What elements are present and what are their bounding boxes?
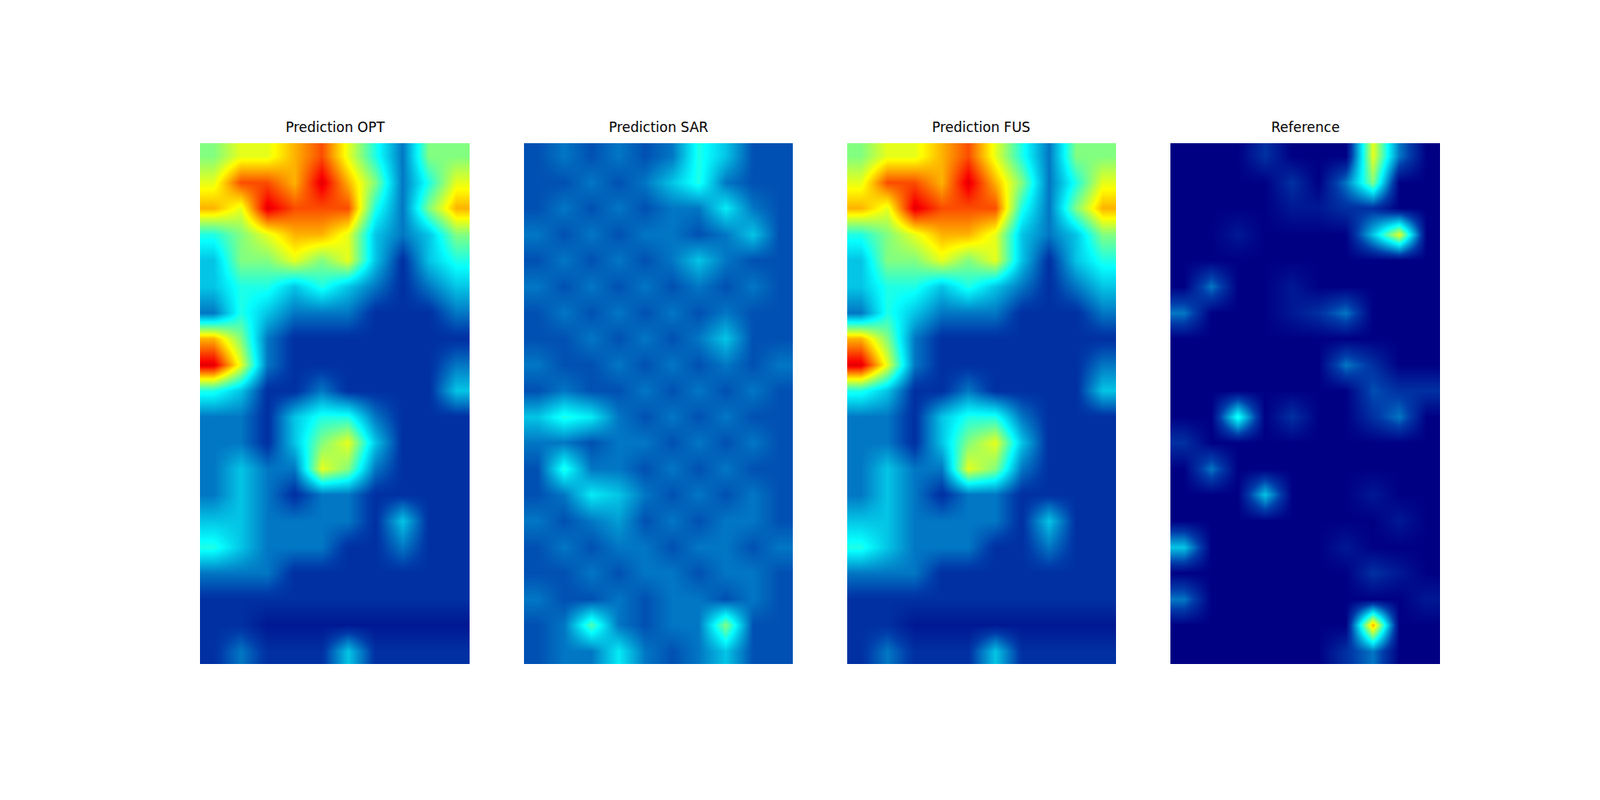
svg-text:Prediction FUS: Prediction FUS: [932, 119, 1031, 136]
svg-text:Reference: Reference: [1271, 119, 1340, 136]
svg-text:Prediction OPT: Prediction OPT: [285, 119, 385, 136]
svg-text:Prediction SAR: Prediction SAR: [608, 119, 709, 136]
